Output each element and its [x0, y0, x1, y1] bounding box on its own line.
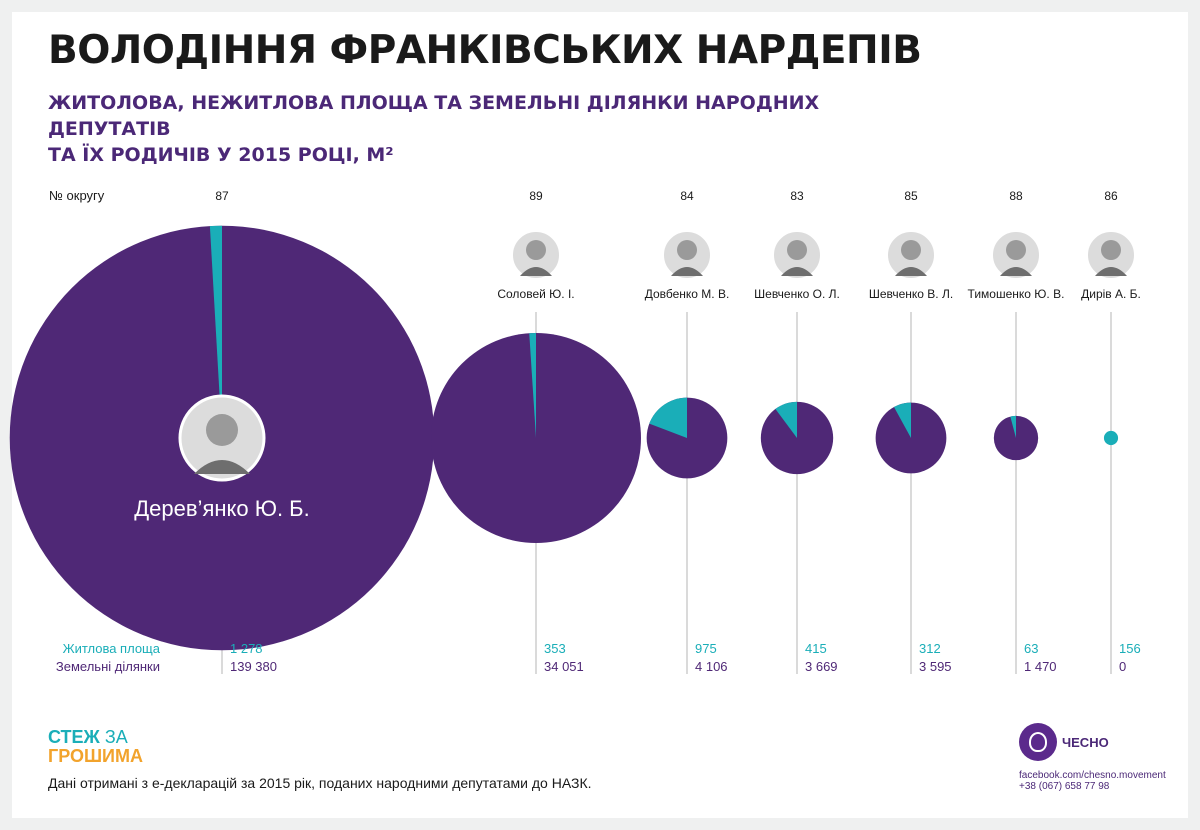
stezh-za-groshyma-logo: СТЕЖ ЗА ГРОШИМА: [48, 727, 143, 766]
phone-number: +38 (067) 658 77 98: [1019, 781, 1110, 792]
deputy-name: Тимошенко Ю. В.: [968, 287, 1065, 301]
deputy-name: Дерев’янко Ю. Б.: [134, 496, 309, 521]
chesno-brand-name: ЧЕСНО: [1062, 735, 1109, 750]
deputy-photo-face: [787, 240, 807, 260]
district-number: 84: [680, 189, 694, 203]
deputy-photo-face: [901, 240, 921, 260]
living-area-value: 156: [1119, 641, 1141, 656]
deputy-photo-face: [206, 414, 238, 446]
deputy-photo-shoulders: [194, 460, 250, 474]
living-slice: [775, 401, 797, 438]
deputy-photo-shoulders: [520, 267, 552, 276]
land-plot-value: 3 595: [919, 659, 952, 674]
living-area-value: 975: [695, 641, 717, 656]
land-plot-value: 34 051: [544, 659, 584, 674]
district-number: 83: [790, 189, 804, 203]
chesno-contacts: facebook.com/chesno.movement +38 (067) 6…: [1019, 770, 1166, 792]
living-area-value: 353: [544, 641, 566, 656]
living-slice: [649, 397, 687, 438]
district-number: 89: [529, 189, 543, 203]
deputy-name: Шевченко В. Л.: [869, 287, 953, 301]
garlic-icon: [1019, 723, 1057, 761]
deputy-name: Шевченко О. Л.: [754, 287, 840, 301]
district-number: 85: [904, 189, 918, 203]
data-source-note: Дані отримані з е-декларацій за 2015 рік…: [48, 775, 592, 791]
land-plot-value: 1 470: [1024, 659, 1057, 674]
deputy-photo-shoulders: [895, 267, 927, 276]
chart-title: ВОЛОДІННЯ ФРАНКІВСЬКИХ НАРДЕПІВ: [48, 28, 922, 73]
deputy-name: Соловей Ю. І.: [497, 287, 574, 301]
deputy-photo-face: [1101, 240, 1121, 260]
deputy-name: Дирів А. Б.: [1081, 287, 1141, 301]
living-slice: [893, 402, 911, 438]
land-plot-value: 3 669: [805, 659, 838, 674]
living-area-value: 1 278: [230, 641, 263, 656]
deputy-photo-face: [1006, 240, 1026, 260]
living-slice: [1010, 415, 1016, 438]
district-number: 88: [1009, 189, 1023, 203]
living-slice: [209, 225, 222, 438]
deputy-photo-shoulders: [1095, 267, 1127, 276]
deputy-photo-shoulders: [671, 267, 703, 276]
land-plot-value: 0: [1119, 659, 1126, 674]
land-plot-value: 139 380: [230, 659, 277, 674]
legend-land-plots: Земельні ділянки: [56, 659, 160, 674]
living-area-value: 312: [919, 641, 941, 656]
land-plot-value: 4 106: [695, 659, 728, 674]
deputy-photo-shoulders: [1000, 267, 1032, 276]
district-number: 87: [215, 189, 229, 203]
chart-subtitle: ЖИТОЛОВА, НЕЖИТЛОВА ПЛОЩА ТА ЗЕМЕЛЬНІ ДІ…: [48, 90, 948, 168]
deputy-name: Довбенко М. В.: [645, 287, 730, 301]
facebook-link[interactable]: facebook.com/chesno.movement: [1019, 770, 1166, 781]
deputy-photo-shoulders: [781, 267, 813, 276]
subtitle-line-1: ЖИТОЛОВА, НЕЖИТЛОВА ПЛОЩА ТА ЗЕМЕЛЬНІ ДІ…: [48, 92, 820, 140]
district-number: 86: [1104, 189, 1118, 203]
deputy-photo-face: [526, 240, 546, 260]
district-header-label: № округу: [49, 188, 105, 203]
living-slice: [1103, 430, 1119, 446]
living-area-value: 63: [1024, 641, 1038, 656]
subtitle-line-2: ТА ЇХ РОДИЧІВ У 2015 РОЦІ, М²: [48, 144, 394, 166]
legend-living-area: Житлова площа: [63, 641, 161, 656]
living-slice: [529, 333, 536, 438]
deputy-photo-face: [677, 240, 697, 260]
living-area-value: 415: [805, 641, 827, 656]
